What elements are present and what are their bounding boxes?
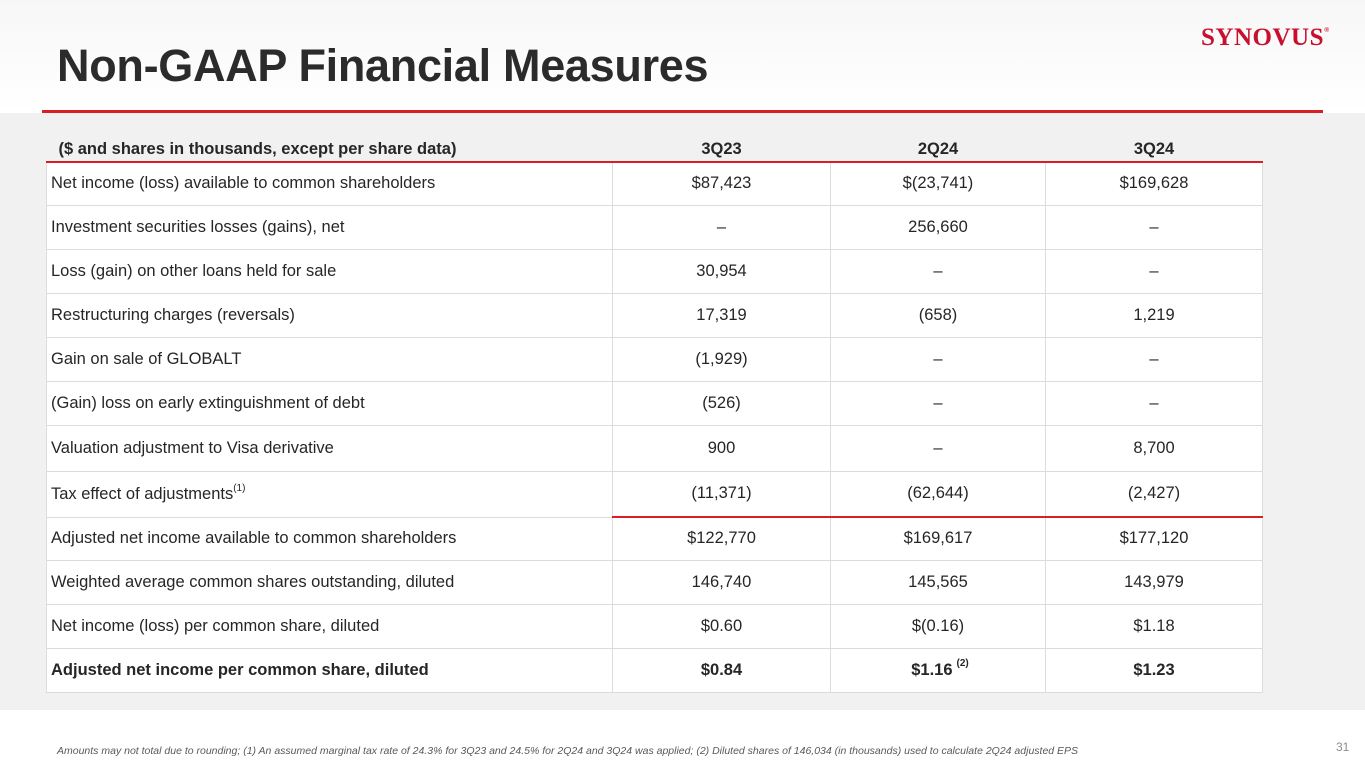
table-row: Adjusted net income available to common … bbox=[46, 516, 1263, 561]
cell-3q23: 900 bbox=[612, 424, 831, 472]
row-label: Net income (loss) per common share, dilu… bbox=[46, 603, 613, 649]
row-label: Adjusted net income available to common … bbox=[46, 516, 613, 561]
cell-2q24: – bbox=[830, 424, 1046, 472]
footnote: Amounts may not total due to rounding; (… bbox=[57, 745, 1079, 757]
cell-2q24-value: $1.16 bbox=[911, 660, 953, 679]
cell-2q24: (62,644) bbox=[830, 470, 1046, 518]
cell-3q24: $169,628 bbox=[1045, 161, 1263, 206]
row-label: Gain on sale of GLOBALT bbox=[46, 336, 613, 382]
cell-2q24: 256,660 bbox=[830, 204, 1046, 250]
cell-3q24: – bbox=[1045, 380, 1263, 426]
table-row: Weighted average common shares outstandi… bbox=[46, 559, 1263, 605]
row-label: Weighted average common shares outstandi… bbox=[46, 559, 613, 605]
cell-3q23: $0.84 bbox=[612, 647, 831, 693]
cell-3q24: $1.23 bbox=[1045, 647, 1263, 693]
row-label: Restructuring charges (reversals) bbox=[46, 292, 613, 338]
cell-2q24: $(0.16) bbox=[830, 603, 1046, 649]
cell-3q23: (1,929) bbox=[612, 336, 831, 382]
logo-text: Synovus bbox=[1201, 24, 1324, 51]
logo-registered-mark: ® bbox=[1323, 26, 1330, 34]
header-3q23: 3Q23 bbox=[612, 137, 831, 163]
header-3q24: 3Q24 bbox=[1045, 137, 1263, 163]
footnote-marker-1: (1) bbox=[233, 482, 246, 494]
table-row: Net income (loss) per common share, dilu… bbox=[46, 603, 1263, 649]
table-row: Valuation adjustment to Visa derivative … bbox=[46, 424, 1263, 472]
row-label: Valuation adjustment to Visa derivative bbox=[46, 424, 613, 472]
table-row: Tax effect of adjustments(1) (11,371) (6… bbox=[46, 470, 1263, 518]
cell-2q24: 145,565 bbox=[830, 559, 1046, 605]
footnote-marker-2: (2) bbox=[956, 657, 969, 669]
cell-3q23: $0.60 bbox=[612, 603, 831, 649]
cell-3q23: $87,423 bbox=[612, 161, 831, 206]
table-row: (Gain) loss on early extinguishment of d… bbox=[46, 380, 1263, 426]
cell-3q23: 146,740 bbox=[612, 559, 831, 605]
cell-3q24: – bbox=[1045, 204, 1263, 250]
cell-3q24: 1,219 bbox=[1045, 292, 1263, 338]
header-band bbox=[0, 0, 1365, 113]
table-row: Net income (loss) available to common sh… bbox=[46, 161, 1263, 206]
cell-3q23: $122,770 bbox=[612, 516, 831, 561]
cell-3q24: – bbox=[1045, 336, 1263, 382]
cell-3q23: (11,371) bbox=[612, 470, 831, 518]
cell-2q24: (658) bbox=[830, 292, 1046, 338]
header-units: ($ and shares in thousands, except per s… bbox=[46, 137, 613, 163]
cell-2q24: $1.16 (2) bbox=[830, 647, 1046, 693]
synovus-logo: Synovus® bbox=[1201, 24, 1330, 52]
row-label: Adjusted net income per common share, di… bbox=[46, 647, 613, 693]
cell-3q24: $177,120 bbox=[1045, 516, 1263, 561]
cell-3q23: 17,319 bbox=[612, 292, 831, 338]
row-label: Investment securities losses (gains), ne… bbox=[46, 204, 613, 250]
header-2q24: 2Q24 bbox=[830, 137, 1046, 163]
cell-2q24: – bbox=[830, 380, 1046, 426]
table-row: Restructuring charges (reversals) 17,319… bbox=[46, 292, 1263, 338]
table-row: Adjusted net income per common share, di… bbox=[46, 647, 1263, 693]
row-label: Net income (loss) available to common sh… bbox=[46, 161, 613, 206]
row-label: Tax effect of adjustments bbox=[51, 484, 234, 503]
cell-3q24: $1.18 bbox=[1045, 603, 1263, 649]
table-row: Investment securities losses (gains), ne… bbox=[46, 204, 1263, 250]
table-row: Gain on sale of GLOBALT (1,929) – – bbox=[46, 336, 1263, 382]
page-title: Non-GAAP Financial Measures bbox=[57, 40, 709, 91]
non-gaap-table: ($ and shares in thousands, except per s… bbox=[46, 137, 1263, 693]
cell-3q23: 30,954 bbox=[612, 248, 831, 294]
cell-2q24: $(23,741) bbox=[830, 161, 1046, 206]
table-header-row: ($ and shares in thousands, except per s… bbox=[46, 137, 1263, 163]
row-label: (Gain) loss on early extinguishment of d… bbox=[46, 380, 613, 426]
row-label: Loss (gain) on other loans held for sale bbox=[46, 248, 613, 294]
cell-2q24: $169,617 bbox=[830, 516, 1046, 561]
table-row: Loss (gain) on other loans held for sale… bbox=[46, 248, 1263, 294]
page-number: 31 bbox=[1336, 740, 1350, 754]
cell-3q23: – bbox=[612, 204, 831, 250]
title-divider bbox=[42, 110, 1323, 113]
cell-3q24: – bbox=[1045, 248, 1263, 294]
cell-2q24: – bbox=[830, 248, 1046, 294]
cell-2q24: – bbox=[830, 336, 1046, 382]
cell-3q24: 8,700 bbox=[1045, 424, 1263, 472]
cell-3q24: 143,979 bbox=[1045, 559, 1263, 605]
cell-3q24: (2,427) bbox=[1045, 470, 1263, 518]
cell-3q23: (526) bbox=[612, 380, 831, 426]
row-label-cell: Tax effect of adjustments(1) bbox=[46, 470, 613, 518]
